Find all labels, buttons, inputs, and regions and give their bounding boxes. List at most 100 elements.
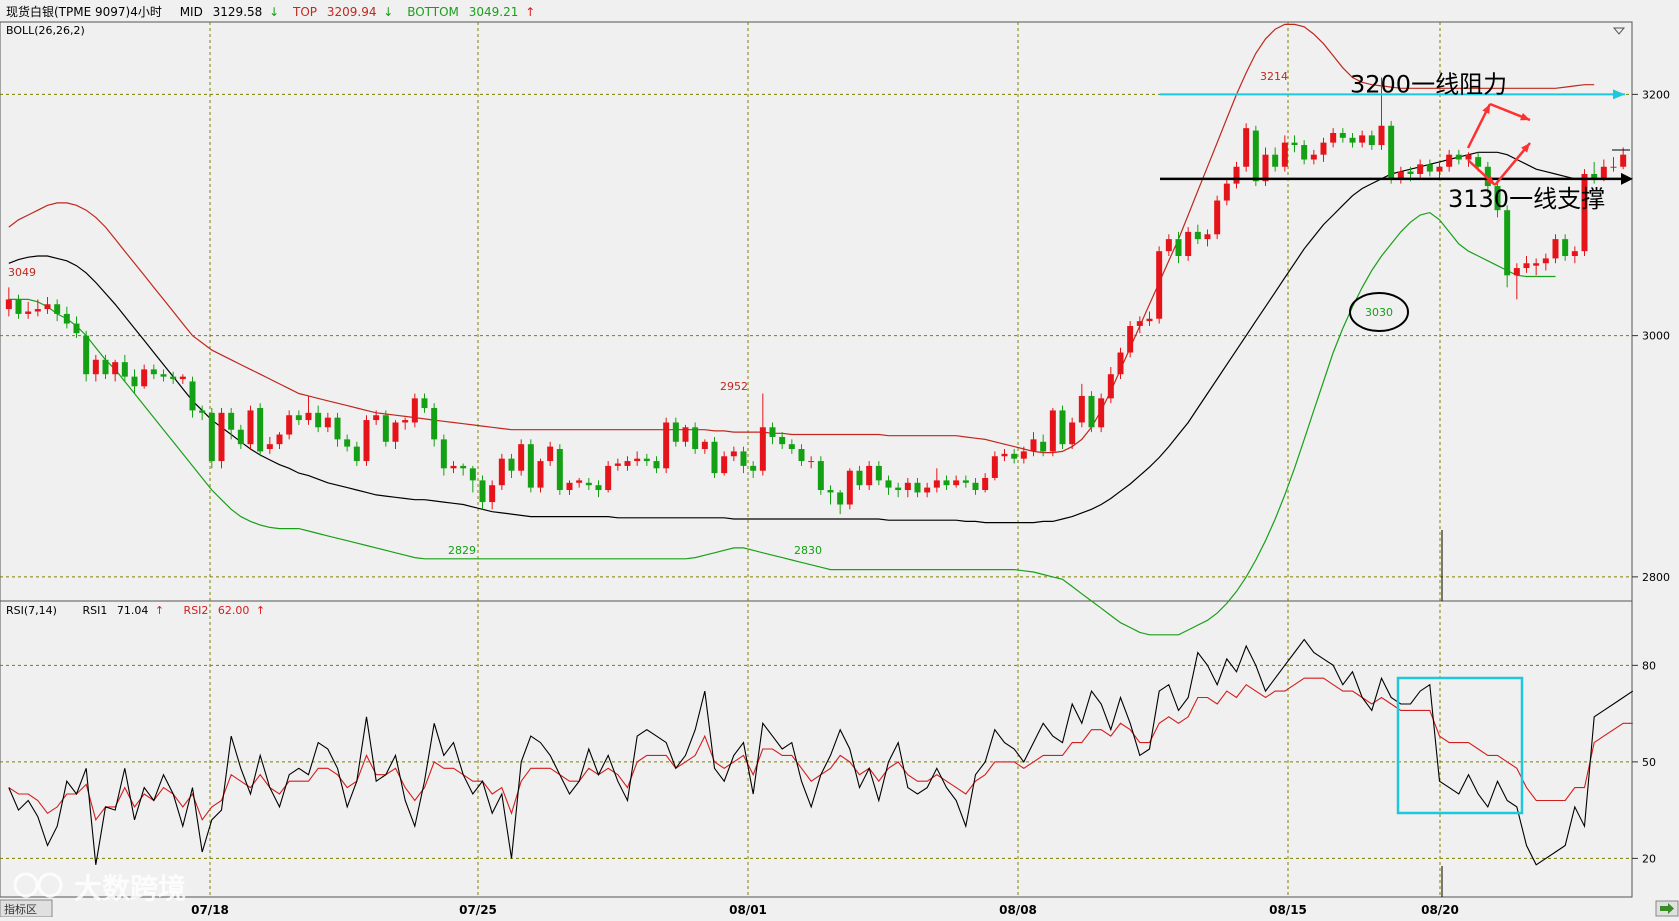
candle-body (798, 449, 805, 462)
candle-body (353, 446, 360, 462)
candle-body (411, 398, 418, 423)
bollinger-bands (8, 23, 1595, 636)
candle-body (827, 490, 834, 493)
date-tick-label: 07/18 (191, 903, 229, 917)
circle-highlight (1349, 292, 1409, 332)
candle-body (1359, 135, 1366, 143)
price-annotation-label: 2829 (448, 544, 476, 557)
candle-body (228, 412, 235, 430)
candle-body (34, 309, 41, 312)
candle-body (15, 299, 22, 314)
candle-body (25, 311, 32, 314)
candle-body (1571, 251, 1578, 257)
boll-indicator-label: BOLL(26,26,2) (6, 24, 85, 37)
candle-body (237, 429, 244, 445)
candle-body (73, 323, 80, 334)
candle-body (1011, 453, 1018, 459)
candle-body (895, 487, 902, 491)
candle-body (131, 376, 138, 387)
trend-arrowhead (1485, 175, 1495, 185)
candle-body (1030, 439, 1037, 452)
candle-body (1368, 135, 1375, 146)
candle-body (1069, 422, 1076, 445)
support-label: 3130一线支撑 (1448, 185, 1605, 213)
candle-body (924, 487, 931, 493)
candle-body (1446, 154, 1453, 167)
candle-body (904, 482, 911, 491)
candle-body (730, 451, 737, 457)
annotations: 3200一线阻力 3130一线支撑 3049 2829 2952 2830 3214 3030 (8, 70, 1633, 897)
candle-body (991, 456, 998, 478)
rsi-panel (0, 600, 1633, 898)
candle-body (1600, 166, 1607, 179)
candle-body (692, 427, 699, 450)
rsi-lines (8, 638, 1634, 866)
candle-body (83, 335, 90, 375)
candle-body (943, 480, 950, 486)
candle-body (1175, 239, 1182, 257)
candle-body (508, 458, 515, 471)
collapse-triangle-icon[interactable] (1612, 27, 1626, 35)
rsi-highlight-box (1396, 676, 1524, 815)
candle-body (740, 451, 747, 466)
candle-body (431, 408, 438, 440)
candle-body (1136, 321, 1143, 326)
candle-body (363, 420, 370, 462)
price-panel (0, 21, 1633, 602)
candle-body (527, 444, 534, 488)
candle-body (1339, 132, 1346, 138)
candle-body (1040, 441, 1047, 452)
candle-body (817, 461, 824, 491)
candle-body (1523, 263, 1530, 269)
candle-body (1397, 171, 1404, 179)
date-tick-label: 08/01 (729, 903, 767, 917)
candle-body (547, 446, 554, 462)
candle-body (295, 415, 302, 421)
candle-body (324, 417, 331, 428)
candle-body (421, 398, 428, 408)
candle-body (1513, 268, 1520, 276)
candle-body (1417, 164, 1424, 174)
candle-body (1542, 258, 1549, 264)
candle-body (450, 465, 457, 469)
axis-labels: 2800 3000 3200 20 50 80 07/18 07/25 08/01 08/08 08… (191, 88, 1670, 917)
candle-body (711, 441, 718, 474)
candle-body (479, 480, 486, 503)
candle-body (1156, 251, 1163, 319)
candle-body (1001, 453, 1008, 457)
candle-body (556, 449, 563, 491)
candle-body (150, 369, 157, 375)
candle-body (170, 376, 177, 380)
candle-body (1552, 239, 1559, 259)
candle-body (1581, 173, 1588, 252)
candle-body (102, 359, 109, 375)
candle-body (1533, 263, 1540, 266)
arrow-right-icon (1660, 903, 1674, 914)
candle-body (682, 427, 689, 442)
candle-body (962, 480, 969, 483)
candle-body (1494, 186, 1501, 211)
candle-body (1504, 210, 1511, 276)
candle-body (866, 465, 873, 486)
candle-body (1475, 157, 1482, 167)
candle-body (1243, 128, 1250, 167)
candle-body (1301, 145, 1308, 160)
candle-body (1320, 142, 1327, 155)
support-arrowhead (1621, 172, 1633, 185)
rsi-header: RSI(7,14) RSI1 71.04 ↑ RSI2 62.00 ↑ (6, 604, 265, 617)
candle-body (875, 465, 882, 481)
candle-body (1407, 171, 1414, 174)
candle-body (614, 463, 621, 466)
candle-body (469, 468, 476, 481)
candle-body (1223, 183, 1230, 201)
candle-body (1436, 166, 1443, 172)
candle-body (585, 482, 592, 486)
candle-body (141, 369, 148, 387)
rsi1-line (8, 638, 1634, 866)
candle-body (885, 480, 892, 488)
candle-body (759, 427, 766, 471)
candle-body (856, 470, 863, 486)
candle-body (576, 480, 583, 483)
